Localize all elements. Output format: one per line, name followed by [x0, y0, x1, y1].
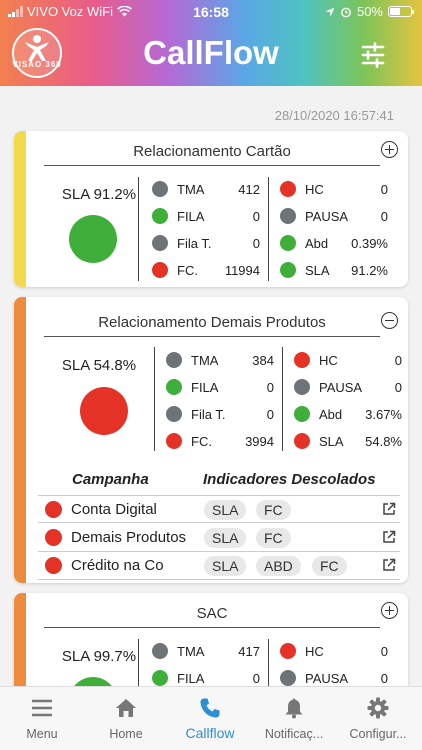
card-title: Relacionamento Demais Produtos [44, 314, 380, 337]
logo: VISÃO 360 [8, 28, 66, 80]
indicator-chip-sla: SLA [204, 556, 247, 576]
indicator-chip-fc: FC [256, 528, 291, 548]
metric-abd: Abd 3.67% [294, 405, 402, 423]
queue-card-relacionamento-demais-produtos: Relacionamento Demais Produtos SLA 54.8%… [14, 297, 408, 583]
metric-fila-t: Fila T. 0 [166, 405, 274, 423]
sliders-icon[interactable] [360, 42, 386, 68]
tab-label: Home [109, 727, 143, 741]
campaign-status-dot [45, 501, 62, 518]
phone-icon [200, 698, 220, 718]
tab-label: Menu [26, 727, 58, 741]
bell-icon [285, 698, 303, 719]
indicator-chip-fc: FC [312, 556, 347, 576]
metric-fila: FILA 0 [166, 378, 274, 396]
tab-notifications[interactable]: Notificaç... [252, 687, 336, 750]
page-title: CallFlow [143, 34, 279, 71]
clock: 16:58 [193, 4, 229, 20]
sla-status-indicator [69, 215, 117, 263]
tab-home[interactable]: Home [84, 687, 168, 750]
location-icon [325, 7, 335, 16]
status-bar-orange [14, 297, 26, 583]
tab-label: Notificaç... [264, 727, 324, 741]
divider [268, 177, 269, 281]
metric-tma: TMA 417 [152, 642, 260, 660]
app-header: VIVO Voz WiFi 16:58 50% VISÃO 360 CallFl… [0, 0, 422, 86]
card-title: Relacionamento Cartão [44, 143, 380, 166]
tab-label: Callflow [185, 725, 235, 741]
campaign-name: Demais Produtos [71, 529, 187, 546]
battery-icon [388, 6, 414, 17]
last-updated-timestamp: 28/10/2020 16:57:41 [274, 108, 394, 123]
bottom-tab-bar: Menu Home Callflow Notificaç... Configur… [0, 686, 422, 750]
metric-fila-t: Fila T. 0 [152, 234, 260, 252]
campaign-row-demais-produtos[interactable]: Demais Produtos SLA FC [38, 524, 400, 552]
divider [282, 347, 283, 451]
sla-status-indicator [80, 387, 128, 435]
metric-abd: Abd 0.39% [280, 234, 388, 252]
campaign-row-conta-digital[interactable]: Conta Digital SLA FC [38, 495, 400, 523]
campaign-status-dot [45, 529, 62, 546]
sla-summary: SLA 54.8% [61, 357, 137, 374]
metric-tma: TMA 412 [152, 180, 260, 198]
campaign-name: Crédito na Co [71, 557, 164, 574]
metric-hc: HC 0 [294, 351, 402, 369]
home-icon [116, 699, 136, 717]
indicator-chip-abd: ABD [256, 556, 301, 576]
metric-fc: FC. 11994 [152, 261, 260, 279]
expand-plus-icon[interactable] [381, 602, 398, 619]
metric-fila: FILA 0 [152, 207, 260, 225]
status-bar: VIVO Voz WiFi 16:58 50% [0, 0, 422, 24]
metric-hc: HC 0 [280, 642, 388, 660]
divider [154, 347, 155, 451]
tab-settings[interactable]: Configur... [336, 687, 420, 750]
sla-summary: SLA 99.7% [61, 648, 137, 665]
expand-plus-icon[interactable] [381, 141, 398, 158]
metric-pausa: PAUSA 0 [280, 207, 388, 225]
tab-menu[interactable]: Menu [0, 687, 84, 750]
campaign-name: Conta Digital [71, 501, 157, 518]
metric-sla: SLA 54.8% [294, 432, 402, 450]
campaign-row-credito-na-co[interactable]: Crédito na Co SLA ABD FC [38, 552, 400, 580]
metric-fc: FC. 3994 [166, 432, 274, 450]
gear-icon [367, 697, 389, 719]
tab-callflow[interactable]: Callflow [168, 687, 252, 750]
indicator-chip-sla: SLA [204, 500, 247, 520]
campaign-column-header: Campanha [72, 471, 149, 488]
metric-tma: TMA 384 [166, 351, 274, 369]
logo-person-icon [25, 35, 49, 61]
card-title: SAC [44, 605, 380, 628]
external-link-icon[interactable] [382, 502, 396, 516]
divider [138, 177, 139, 281]
queue-card-relacionamento-cartao: Relacionamento Cartão SLA 91.2% TMA 412 F… [14, 131, 408, 287]
campaign-status-dot [45, 557, 62, 574]
indicator-chip-fc: FC [256, 500, 291, 520]
metric-pausa: PAUSA 0 [294, 378, 402, 396]
metric-sla: SLA 91.2% [280, 261, 388, 279]
metric-pausa: PAUSA 0 [280, 669, 388, 687]
signal-icon [8, 6, 23, 17]
wifi-icon [117, 6, 132, 17]
external-link-icon[interactable] [382, 530, 396, 544]
status-bar-yellow [14, 131, 26, 287]
indicators-column-header: Indicadores Descolados [203, 471, 376, 488]
menu-icon [32, 699, 52, 717]
external-link-icon[interactable] [382, 558, 396, 572]
sla-summary: SLA 91.2% [61, 186, 137, 203]
tab-label: Configur... [349, 727, 407, 741]
logo-text: VISÃO 360 [12, 60, 62, 69]
indicator-chip-sla: SLA [204, 528, 247, 548]
carrier-label: VIVO Voz WiFi [27, 4, 113, 19]
alarm-icon [341, 7, 351, 17]
battery-percent: 50% [356, 4, 383, 19]
metric-hc: HC 0 [280, 180, 388, 198]
metric-fila: FILA 0 [152, 669, 260, 687]
collapse-minus-icon[interactable] [381, 312, 398, 329]
